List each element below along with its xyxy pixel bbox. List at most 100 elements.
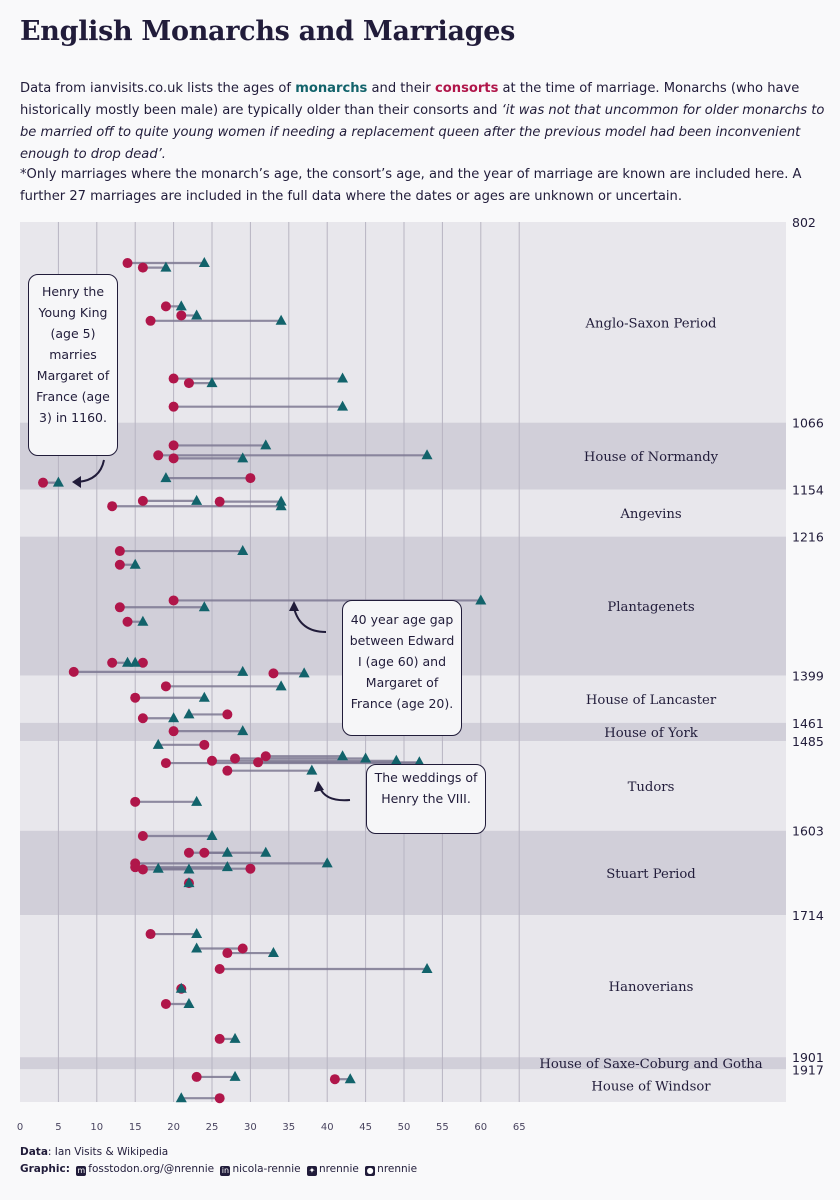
consort-point (207, 755, 217, 766)
consort-point (122, 616, 133, 627)
subtitle-part3: at the time of marriage. Monarchs (who h… (20, 81, 800, 118)
consort-point (237, 943, 248, 954)
footer-linkedin-link[interactable]: nicola-rennie (232, 1163, 301, 1175)
consort-point (107, 657, 118, 668)
period-label: Plantagenets (607, 600, 694, 615)
footer-mastodon-link[interactable]: fosstodon.org/@nrennie (88, 1163, 215, 1175)
monarch-point (129, 656, 141, 667)
monarch-point (337, 400, 349, 411)
monarch-point (275, 314, 287, 325)
footer-github-link[interactable]: nrennie (377, 1163, 418, 1175)
footer-graphic-line: Graphic: m fosstodon.org/@nrennie in nicol… (20, 1161, 417, 1178)
mastodon-icon: m (76, 1166, 87, 1176)
monarch-point (129, 558, 141, 569)
subtitle-consorts-word: consorts (434, 81, 499, 96)
consort-point (168, 401, 179, 412)
monarch-point (152, 862, 164, 873)
consort-point (153, 450, 164, 461)
consort-point (114, 559, 125, 570)
monarch-point (191, 795, 203, 806)
monarch-point (191, 309, 203, 320)
consort-point (183, 378, 194, 389)
consort-point (137, 864, 148, 875)
subtitle-part1: Data from ianvisits.co.uk lists the ages… (20, 81, 296, 96)
consort-point (222, 765, 233, 776)
consort-point (222, 948, 233, 959)
consort-point (214, 964, 225, 975)
footer-data-label: Data (20, 1146, 48, 1158)
period-label: Angevins (619, 507, 681, 522)
monarch-point (191, 942, 203, 953)
monarch-point (260, 846, 272, 857)
consort-point (222, 709, 233, 720)
monarch-point (421, 449, 433, 460)
period-band (20, 830, 786, 916)
bluesky-icon: ✦ (306, 1166, 317, 1176)
subtitle-monarchs-word: monarchs (295, 81, 368, 96)
x-tick-label: 25 (206, 1122, 219, 1133)
consort-point (137, 713, 148, 724)
x-tick-label: 55 (436, 1122, 449, 1133)
x-tick-label: 15 (129, 1122, 142, 1133)
consort-point (199, 847, 210, 858)
y-tick-label: 1399 (792, 669, 824, 684)
period-band (20, 1069, 786, 1102)
consort-point (160, 301, 171, 312)
monarch-point (421, 963, 433, 974)
consort-point (130, 796, 141, 807)
period-label: House of Saxe-Coburg and Gotha (539, 1057, 762, 1072)
period-label: House of Windsor (591, 1080, 711, 1095)
monarch-point (360, 752, 372, 763)
consort-point (199, 739, 210, 750)
x-tick-label: 45 (359, 1122, 372, 1133)
monarch-point (168, 712, 180, 723)
linkedin-icon: in (220, 1166, 231, 1176)
monarch-point (175, 982, 187, 993)
y-tick-label: 1603 (792, 824, 824, 839)
y-tick-label: 802 (792, 215, 816, 230)
footer-graphic-label: Graphic: (20, 1163, 70, 1175)
monarch-point (344, 1073, 356, 1084)
y-tick-label: 1485 (792, 734, 824, 749)
monarch-point (221, 846, 233, 857)
monarch-point (337, 372, 349, 383)
x-tick-label: 40 (321, 1122, 334, 1133)
monarch-point (183, 863, 195, 874)
monarch-point (306, 764, 318, 775)
period-label: Hanoverians (609, 980, 694, 995)
consort-point (160, 998, 171, 1009)
x-tick-label: 65 (513, 1122, 526, 1133)
consort-point (137, 831, 148, 842)
monarch-point (152, 738, 164, 749)
consort-point (145, 929, 156, 940)
monarch-point (275, 680, 287, 691)
monarch-point (237, 725, 249, 736)
y-tick-label: 1917 (792, 1062, 824, 1077)
period-label: House of Lancaster (586, 693, 717, 708)
arrow-henry-viii-head (314, 781, 324, 792)
footer-data-value: : Ian Visits & Wikipedia (47, 1146, 169, 1158)
consort-point (268, 668, 279, 679)
monarch-point (237, 452, 249, 463)
consort-point (191, 1071, 202, 1082)
y-tick-label: 1714 (792, 908, 824, 923)
monarch-point (160, 261, 172, 272)
consort-point (230, 753, 241, 764)
monarch-point (175, 300, 187, 311)
annotation-henry-viii: The weddings of Henry the VIII. (366, 764, 486, 834)
footer-bluesky-link[interactable]: nrennie (318, 1163, 359, 1175)
monarch-point (206, 377, 218, 388)
x-tick-label: 50 (398, 1122, 411, 1133)
x-tick-label: 20 (167, 1122, 180, 1133)
y-tick-label: 1154 (792, 482, 824, 497)
consort-point (214, 1093, 225, 1104)
monarch-point (160, 472, 172, 483)
consort-point (176, 310, 187, 321)
chart-title: English Monarchs and Marriages (20, 16, 515, 47)
monarch-point (337, 750, 349, 761)
x-tick-label: 0 (17, 1122, 23, 1133)
y-tick-label: 1216 (792, 530, 824, 545)
consort-point (130, 862, 141, 873)
